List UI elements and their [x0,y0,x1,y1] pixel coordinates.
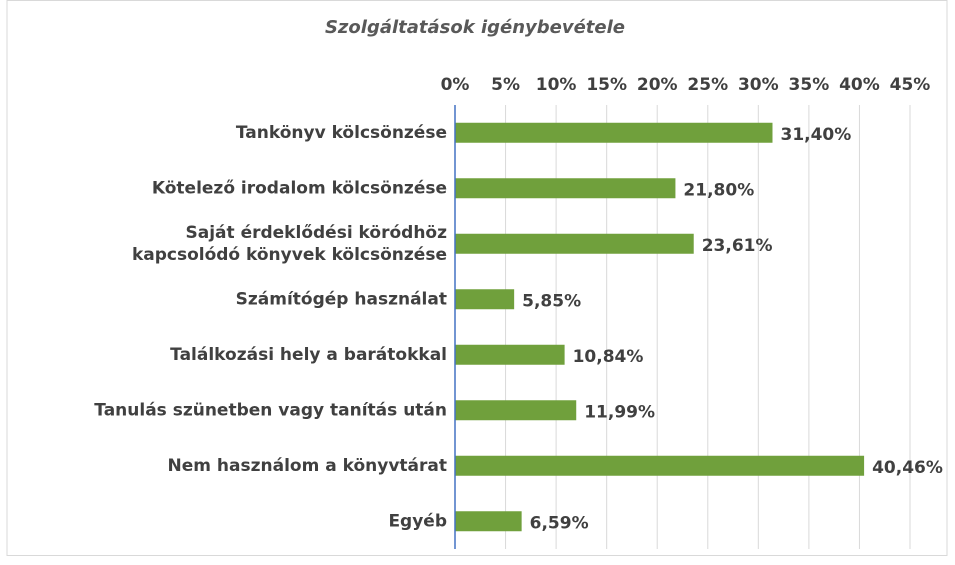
chart-title: Szolgáltatások igénybevétele [325,17,625,38]
data-label: 23,61% [702,236,773,256]
y-tick-label: Saját érdeklődési köródhöz kapcsolódó kön… [132,223,447,265]
x-tick-label: 45% [890,75,931,95]
data-label: 21,80% [683,180,754,200]
bar [455,122,773,143]
data-label: 11,99% [584,402,655,422]
data-label: 40,46% [872,458,943,478]
x-tick-label: 30% [738,75,779,95]
data-label: 31,40% [780,125,851,145]
x-tick-label: 35% [789,75,830,95]
data-label: 6,59% [530,513,589,533]
y-tick-label: Találkozási hely a barátokkal [170,345,447,365]
x-tick-label: 25% [687,75,728,95]
x-tick-label: 40% [839,75,880,95]
bar [455,344,565,365]
y-tick-label: Számítógép használat [236,289,447,309]
bar [455,400,577,421]
x-tick-label: 0% [441,75,470,95]
bar [455,289,515,310]
bar [455,178,676,199]
x-tick-label: 15% [586,75,627,95]
y-tick-label: Egyéb [388,511,447,531]
x-tick-label: 10% [536,75,577,95]
y-tick-label: Nem használom a könyvtárat [168,456,447,476]
y-tick-label: Kötelező irodalom kölcsönzése [152,178,447,198]
bar [455,233,694,254]
y-tick-label: Tanulás szünetben vagy tanítás után [94,400,447,420]
bar [455,511,522,532]
bar [455,455,865,476]
x-tick-label: 20% [637,75,678,95]
y-tick-label: Tankönyv kölcsönzése [236,123,447,143]
data-label: 10,84% [573,347,644,367]
x-tick-label: 5% [491,75,520,95]
data-label: 5,85% [522,291,581,311]
